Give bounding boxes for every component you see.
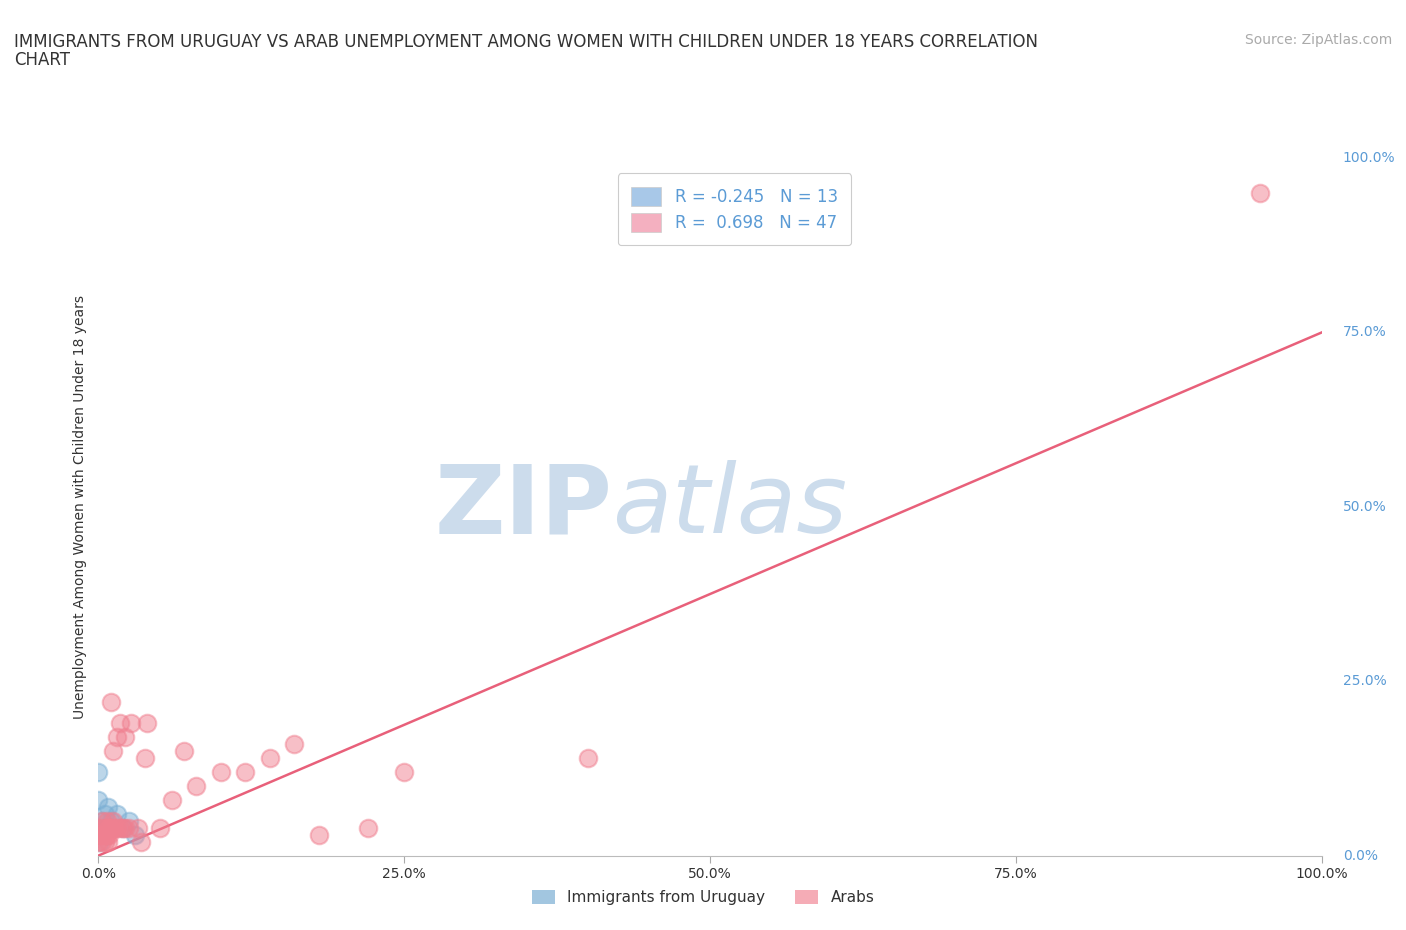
Text: Source: ZipAtlas.com: Source: ZipAtlas.com [1244, 33, 1392, 46]
Point [91, 813, 114, 829]
Point [98, 820, 121, 835]
Point [87, 792, 110, 807]
Point [111, 820, 134, 835]
Point [118, 813, 141, 829]
Point [173, 744, 195, 759]
Point [134, 751, 156, 765]
Point [90, 828, 112, 843]
Point [392, 764, 416, 779]
Text: 0.0%: 0.0% [1343, 848, 1378, 863]
Point [308, 828, 330, 843]
Point [111, 820, 134, 835]
Point [89, 820, 111, 835]
Point [91, 828, 114, 843]
Point [127, 820, 149, 835]
Point [87, 834, 110, 849]
Legend: R = -0.245   N = 13, R =  0.698   N = 47: R = -0.245 N = 13, R = 0.698 N = 47 [617, 173, 851, 246]
Y-axis label: Unemployment Among Women with Children Under 18 years: Unemployment Among Women with Children U… [73, 295, 87, 719]
Point [118, 820, 141, 835]
Point [101, 813, 124, 829]
Point [101, 744, 124, 759]
Point [186, 778, 208, 793]
Text: IMMIGRANTS FROM URUGUAY VS ARAB UNEMPLOYMENT AMONG WOMEN WITH CHILDREN UNDER 18 : IMMIGRANTS FROM URUGUAY VS ARAB UNEMPLOY… [14, 33, 1038, 50]
Point [1249, 186, 1271, 201]
Point [110, 716, 132, 731]
Point [91, 834, 114, 849]
Point [129, 834, 152, 849]
Point [149, 820, 172, 835]
Text: CHART: CHART [14, 51, 70, 69]
Point [114, 729, 136, 744]
Point [105, 729, 128, 744]
Point [91, 813, 114, 829]
Point [98, 828, 121, 843]
Point [209, 764, 232, 779]
Point [87, 828, 110, 843]
Point [97, 799, 120, 815]
Point [160, 792, 183, 807]
Point [114, 820, 136, 835]
Point [259, 751, 281, 765]
Text: 75.0%: 75.0% [1343, 326, 1386, 339]
Point [100, 695, 122, 710]
Point [120, 716, 142, 731]
Text: 25.0%: 25.0% [1343, 674, 1386, 688]
Point [89, 820, 111, 835]
Point [124, 828, 146, 843]
Point [105, 806, 128, 821]
Point [93, 834, 115, 849]
Point [105, 820, 128, 835]
Point [93, 820, 115, 835]
Point [89, 834, 111, 849]
Point [96, 828, 118, 843]
Text: 100.0%: 100.0% [1343, 151, 1395, 166]
Point [576, 751, 599, 765]
Point [100, 820, 122, 835]
Point [110, 820, 132, 835]
Point [97, 834, 120, 849]
Legend: Immigrants from Uruguay, Arabs: Immigrants from Uruguay, Arabs [531, 890, 875, 905]
Text: atlas: atlas [612, 460, 848, 553]
Point [100, 813, 122, 829]
Point [96, 813, 118, 829]
Point [136, 716, 159, 731]
Point [87, 764, 110, 779]
Text: ZIP: ZIP [434, 460, 612, 553]
Point [93, 806, 115, 821]
Point [94, 828, 117, 843]
Point [283, 737, 305, 751]
Point [103, 820, 125, 835]
Point [98, 820, 121, 835]
Point [356, 820, 378, 835]
Point [97, 820, 120, 835]
Point [233, 764, 256, 779]
Text: 50.0%: 50.0% [1343, 499, 1386, 514]
